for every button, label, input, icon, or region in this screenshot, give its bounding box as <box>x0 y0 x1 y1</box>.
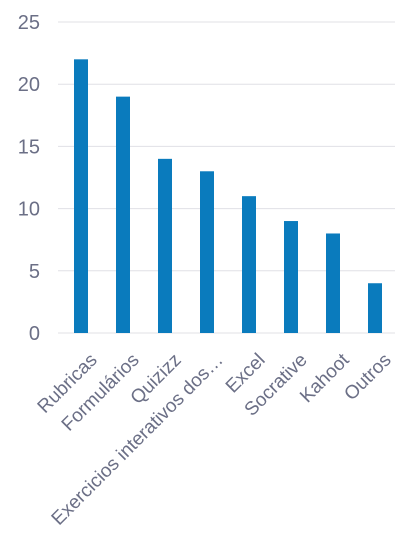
y-tick-label: 10 <box>18 199 40 221</box>
gridlines <box>58 21 395 334</box>
bar-1 <box>116 96 130 333</box>
bar-5 <box>284 221 298 333</box>
bar-7 <box>368 283 382 333</box>
y-tick-label: 25 <box>18 12 40 34</box>
y-tick-label: 5 <box>29 261 40 283</box>
bars <box>74 59 382 333</box>
y-tick-label: 0 <box>29 323 40 345</box>
y-axis-tick-labels: 0 5 10 15 20 25 <box>18 12 40 345</box>
x-category-label: Outros <box>340 350 395 405</box>
bar-3 <box>200 171 214 333</box>
bar-6 <box>326 233 340 333</box>
bar-4 <box>242 196 256 333</box>
y-tick-label: 15 <box>18 136 40 158</box>
y-tick-label: 20 <box>18 74 40 96</box>
bar-0 <box>74 59 88 333</box>
bar-2 <box>158 158 172 333</box>
